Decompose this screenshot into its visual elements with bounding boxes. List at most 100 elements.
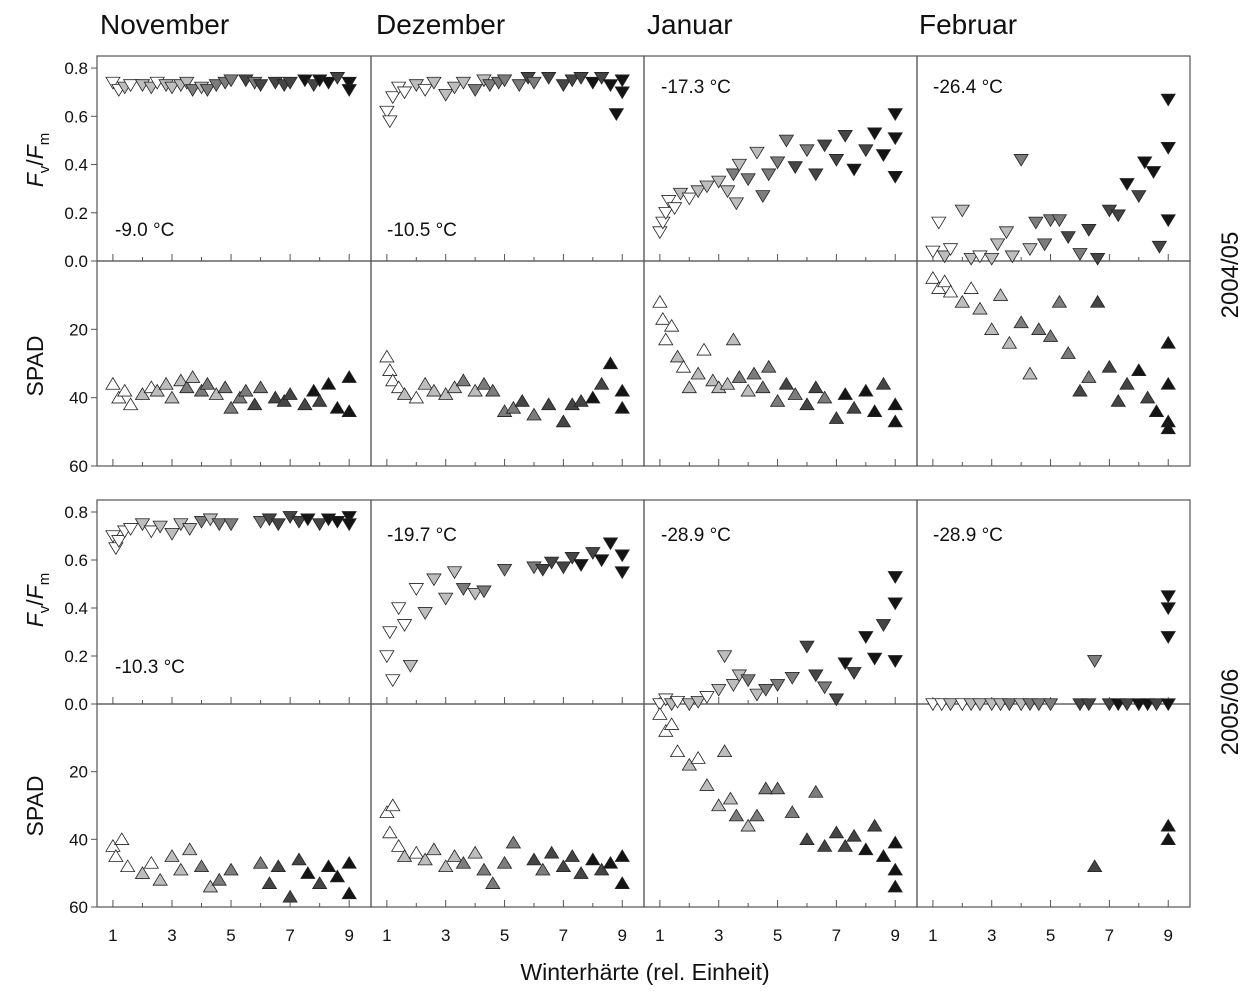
fvfm-marker xyxy=(799,144,815,158)
x-axis-title: Winterhärte (rel. Einheit) xyxy=(520,959,769,985)
spad-marker xyxy=(593,862,610,876)
fvfm-marker xyxy=(540,72,557,85)
spad-marker xyxy=(614,849,630,862)
fvfm-marker xyxy=(614,86,630,100)
fvfm-marker xyxy=(1051,214,1068,228)
spad-marker xyxy=(669,744,686,758)
fvfm-marker xyxy=(511,79,527,93)
x-tick-label: 3 xyxy=(714,926,723,945)
spad-marker xyxy=(105,839,121,852)
spad-marker xyxy=(543,845,560,859)
spad-marker xyxy=(179,380,195,394)
fvfm-marker xyxy=(1028,216,1044,230)
spad-marker xyxy=(816,390,833,404)
spad-marker xyxy=(936,274,953,288)
fvfm-marker xyxy=(1110,209,1126,223)
spad-marker xyxy=(446,849,463,862)
fvfm-marker xyxy=(382,626,398,640)
fvfm-marker xyxy=(164,81,180,95)
fvfm-marker xyxy=(496,74,513,88)
fvfm-marker xyxy=(543,556,560,570)
fvfm-marker xyxy=(184,84,201,97)
spad-marker xyxy=(408,845,425,859)
spad-marker xyxy=(1051,294,1068,308)
spad-marker xyxy=(1001,335,1018,349)
fvfm-marker xyxy=(223,74,239,88)
spad-marker xyxy=(417,852,433,866)
spad-marker xyxy=(202,879,219,893)
fvfm-marker xyxy=(931,216,947,230)
spad-marker xyxy=(740,818,756,832)
spad-marker xyxy=(1031,322,1047,335)
x-tick-label: 9 xyxy=(617,926,626,945)
fvfm-marker xyxy=(758,683,774,697)
x-tick-label: 5 xyxy=(500,926,509,945)
spad-marker xyxy=(614,400,630,414)
spad-marker xyxy=(728,808,745,822)
y-axis-title-fvfm-2004-05: Fv/Fm xyxy=(22,133,53,188)
spad-marker xyxy=(984,322,1000,335)
y-tick-label: 0.4 xyxy=(64,156,88,175)
spad-marker xyxy=(379,805,395,818)
spad-marker xyxy=(496,855,513,869)
y-tick-label: 0.8 xyxy=(64,59,88,78)
x-tick-label: 9 xyxy=(890,926,899,945)
y-tick-label: 20 xyxy=(69,320,88,339)
fvfm-marker xyxy=(122,523,139,536)
spad-marker xyxy=(382,825,398,839)
spad-marker xyxy=(119,859,136,873)
panel-frame-spad xyxy=(916,260,1191,467)
spad-marker xyxy=(164,390,180,404)
spad-marker xyxy=(585,852,601,866)
fvfm-marker xyxy=(426,573,442,587)
fvfm-marker xyxy=(1119,178,1135,191)
spad-marker xyxy=(246,397,263,411)
fvfm-marker xyxy=(972,698,988,712)
spad-marker xyxy=(799,832,815,845)
fvfm-marker xyxy=(564,74,580,88)
fvfm-marker xyxy=(379,105,395,119)
fvfm-marker xyxy=(105,76,121,90)
fvfm-marker xyxy=(573,559,589,572)
fvfm-marker xyxy=(341,76,357,90)
y-tick-label: 0.8 xyxy=(64,503,88,522)
fvfm-marker xyxy=(875,619,892,632)
fvfm-marker xyxy=(341,511,357,524)
fvfm-marker xyxy=(690,185,706,199)
spad-marker xyxy=(505,400,522,414)
fvfm-marker xyxy=(396,86,413,100)
fvfm-marker xyxy=(846,163,862,177)
spad-marker xyxy=(252,380,269,394)
fvfm-marker xyxy=(199,84,216,97)
spad-marker xyxy=(972,301,988,315)
spad-marker xyxy=(846,400,862,414)
spad-marker xyxy=(390,380,407,394)
fvfm-marker xyxy=(740,173,756,187)
spad-marker xyxy=(699,778,715,791)
fvfm-marker xyxy=(749,146,765,160)
fvfm-marker xyxy=(858,631,874,644)
spad-marker xyxy=(614,383,630,397)
fvfm-marker xyxy=(728,197,745,211)
spad-marker xyxy=(223,400,239,414)
fvfm-marker xyxy=(828,154,845,167)
spad-marker xyxy=(725,332,742,346)
y-tick-label: 60 xyxy=(69,898,88,917)
spad-marker xyxy=(467,383,483,397)
spad-marker xyxy=(455,855,472,869)
y-axis-title-fvfm-2005-06: Fv/Fm xyxy=(22,573,53,628)
spad-marker xyxy=(858,383,874,397)
fvfm-marker xyxy=(593,72,610,85)
fvfm-marker xyxy=(681,698,698,712)
temp-label-2005-11: -10.3 °C xyxy=(115,657,185,678)
spad-marker xyxy=(1160,335,1176,349)
x-tick-label: 1 xyxy=(382,926,391,945)
fvfm-marker xyxy=(669,695,686,709)
spad-marker xyxy=(211,872,227,886)
fvfm-marker xyxy=(390,602,407,616)
spad-marker xyxy=(276,394,292,407)
y-tick-label: 0.6 xyxy=(64,551,88,570)
spad-marker xyxy=(719,376,736,390)
fvfm-marker xyxy=(417,607,433,620)
fvfm-marker xyxy=(1072,248,1088,261)
